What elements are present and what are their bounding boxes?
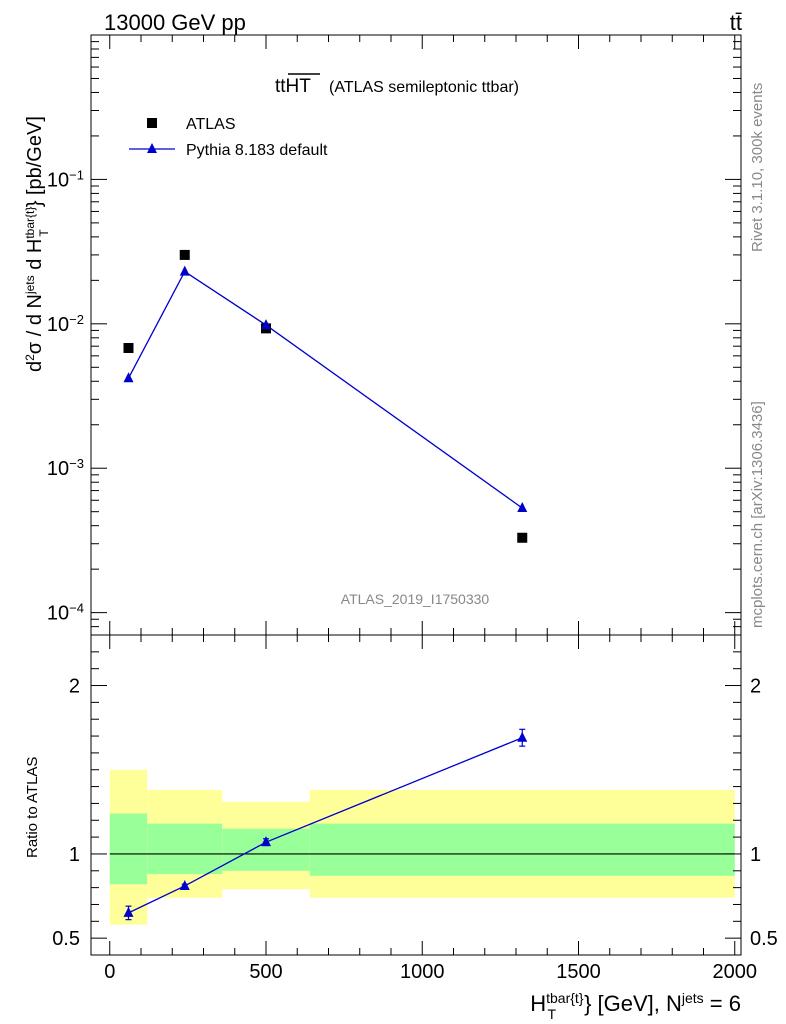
y-tick-label-main: 10−4 bbox=[47, 600, 84, 625]
ratio-tick-label-left: 1 bbox=[69, 844, 80, 866]
x-tick-label: 500 bbox=[249, 961, 282, 983]
ratio-pythia-point bbox=[261, 836, 271, 847]
process-label: tt̄ bbox=[730, 10, 742, 35]
ratio-tick-label-left: 0.5 bbox=[52, 928, 80, 950]
x-tick-label: 1500 bbox=[556, 961, 601, 983]
ratio-tick-label-right: 2 bbox=[750, 676, 761, 698]
ratio-pythia-point bbox=[179, 879, 190, 890]
atlas-point bbox=[517, 532, 528, 543]
legend-atlas-marker bbox=[147, 118, 157, 128]
x-axis-label: Htbar{t} T} [GeV], Njets = 6 bbox=[530, 990, 741, 1022]
ratio-pythia-point bbox=[123, 906, 134, 917]
title-note: (ATLAS semileptonic ttbar) bbox=[329, 79, 519, 96]
ratio-band-inner bbox=[109, 813, 148, 885]
ratio-band-inner bbox=[222, 828, 310, 871]
atlas-point bbox=[179, 249, 190, 260]
data-marks bbox=[123, 249, 528, 921]
legend-pythia-marker bbox=[147, 143, 157, 153]
pythia-point bbox=[179, 265, 190, 276]
ratio-tick-label-left: 2 bbox=[69, 676, 80, 698]
ratio-plot-frame bbox=[90, 634, 742, 956]
ratio-uncertainty-bands bbox=[109, 769, 735, 925]
rivet-label: Rivet 3.1.10, 300k events bbox=[749, 83, 766, 252]
ratio-pythia-line bbox=[128, 737, 523, 914]
x-tick-label: 2000 bbox=[713, 961, 758, 983]
legend: ATLAS Pythia 8.183 default bbox=[129, 116, 328, 159]
ratio-tick-label-right: 0.5 bbox=[750, 928, 778, 950]
y-tick-label-main: 10−2 bbox=[47, 311, 84, 336]
axis-tick-labels: 0 500 1000 1500 2000 10−1 10−2 10−3 10−4 0.5 0.5 1 1… bbox=[47, 167, 778, 983]
atlas-point bbox=[123, 343, 134, 354]
ratio-band-inner bbox=[309, 823, 735, 876]
ratio-pythia-point bbox=[517, 731, 528, 742]
axis-ticks bbox=[91, 34, 741, 955]
pythia-point bbox=[517, 502, 528, 513]
x-tick-label: 1000 bbox=[400, 961, 445, 983]
y-axis-label-ratio: Ratio to ATLAS bbox=[24, 757, 41, 858]
ratio-band-inner bbox=[147, 823, 223, 875]
plot-title: ttHT (ATLAS semileptonic ttbar) bbox=[275, 73, 519, 97]
legend-atlas-label: ATLAS bbox=[186, 116, 236, 133]
pythia-point bbox=[261, 319, 271, 330]
pythia-point bbox=[123, 372, 134, 383]
y-tick-label-main: 10−1 bbox=[47, 167, 84, 192]
title-main: ttHT bbox=[275, 76, 311, 97]
ratio-tick-label-right: 1 bbox=[750, 844, 761, 866]
analysis-id: ATLAS_2019_I1750330 bbox=[341, 591, 490, 607]
energy-label: 13000 GeV pp bbox=[104, 10, 246, 35]
pythia-line bbox=[127, 270, 523, 509]
mcplots-label: mcplots.cern.ch [arXiv:1306.3436] bbox=[749, 401, 766, 628]
legend-pythia-label: Pythia 8.183 default bbox=[186, 142, 328, 159]
y-tick-label-main: 10−3 bbox=[47, 456, 84, 481]
x-tick-label: 0 bbox=[104, 961, 115, 983]
